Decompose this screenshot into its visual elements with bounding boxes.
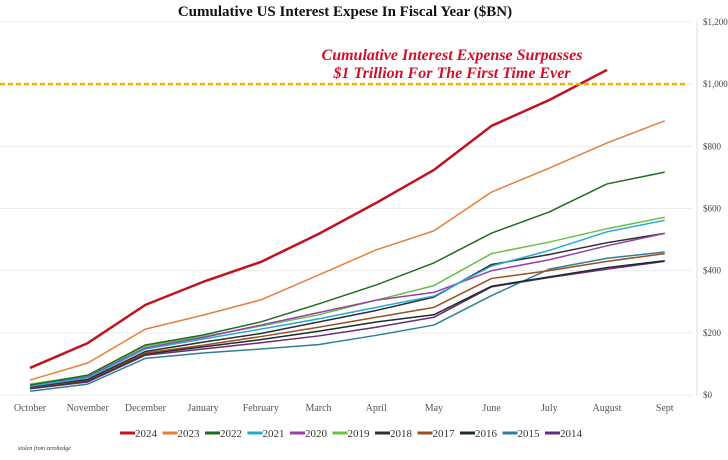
legend-label-2015: 2015 xyxy=(518,428,541,440)
y-tick-label: $600 xyxy=(703,204,722,214)
x-tick-label: May xyxy=(425,403,443,414)
y-tick-label: $800 xyxy=(703,141,722,151)
y-tick-label: $400 xyxy=(703,266,722,276)
x-tick-label: December xyxy=(125,403,167,414)
legend-label-2020: 2020 xyxy=(305,428,328,440)
series-line-2022 xyxy=(29,171,665,386)
y-tick-label: $200 xyxy=(703,328,722,338)
x-tick-label: January xyxy=(188,403,219,414)
annotation-line-2: $1 Trillion For The First Time Ever xyxy=(332,65,571,82)
x-tick-label: July xyxy=(541,403,558,414)
x-tick-label: August xyxy=(593,403,622,414)
legend-label-2016: 2016 xyxy=(475,428,498,440)
legend-label-2024: 2024 xyxy=(135,428,158,440)
series-line-2017 xyxy=(29,252,665,389)
series-line-2024 xyxy=(29,68,608,370)
series-line-2021 xyxy=(29,219,665,388)
y-tick-label: $1,200 xyxy=(703,17,728,27)
legend-label-2022: 2022 xyxy=(220,428,242,440)
x-tick-label: April xyxy=(366,403,387,414)
series-line-2014 xyxy=(29,260,665,390)
legend-label-2023: 2023 xyxy=(178,428,201,440)
series-line-2020 xyxy=(29,232,665,387)
series-line-2015 xyxy=(29,251,665,393)
credit-text: stolen from zerohedge xyxy=(18,445,71,452)
x-tick-label: October xyxy=(14,403,47,414)
annotation-line-1: Cumulative Interest Expense Surpasses xyxy=(322,47,583,64)
series-line-2023 xyxy=(29,120,665,381)
y-tick-label: $1,000 xyxy=(703,79,728,89)
chart-title: Cumulative US Interest Expese In Fiscal … xyxy=(178,4,512,20)
y-tick-label: $0 xyxy=(703,390,713,400)
legend-label-2017: 2017 xyxy=(433,428,456,440)
series-line-2019 xyxy=(29,216,665,385)
x-tick-label: November xyxy=(67,403,110,414)
legend-label-2021: 2021 xyxy=(263,428,285,440)
legend-label-2018: 2018 xyxy=(390,428,413,440)
legend-label-2014: 2014 xyxy=(560,428,583,440)
x-tick-label: March xyxy=(305,403,331,414)
legend-label-2019: 2019 xyxy=(348,428,371,440)
x-tick-label: February xyxy=(243,403,279,414)
series-line-2018 xyxy=(29,232,665,388)
x-tick-label: June xyxy=(482,403,501,414)
series-line-2016 xyxy=(29,259,665,389)
x-tick-label: Sept xyxy=(656,403,674,414)
